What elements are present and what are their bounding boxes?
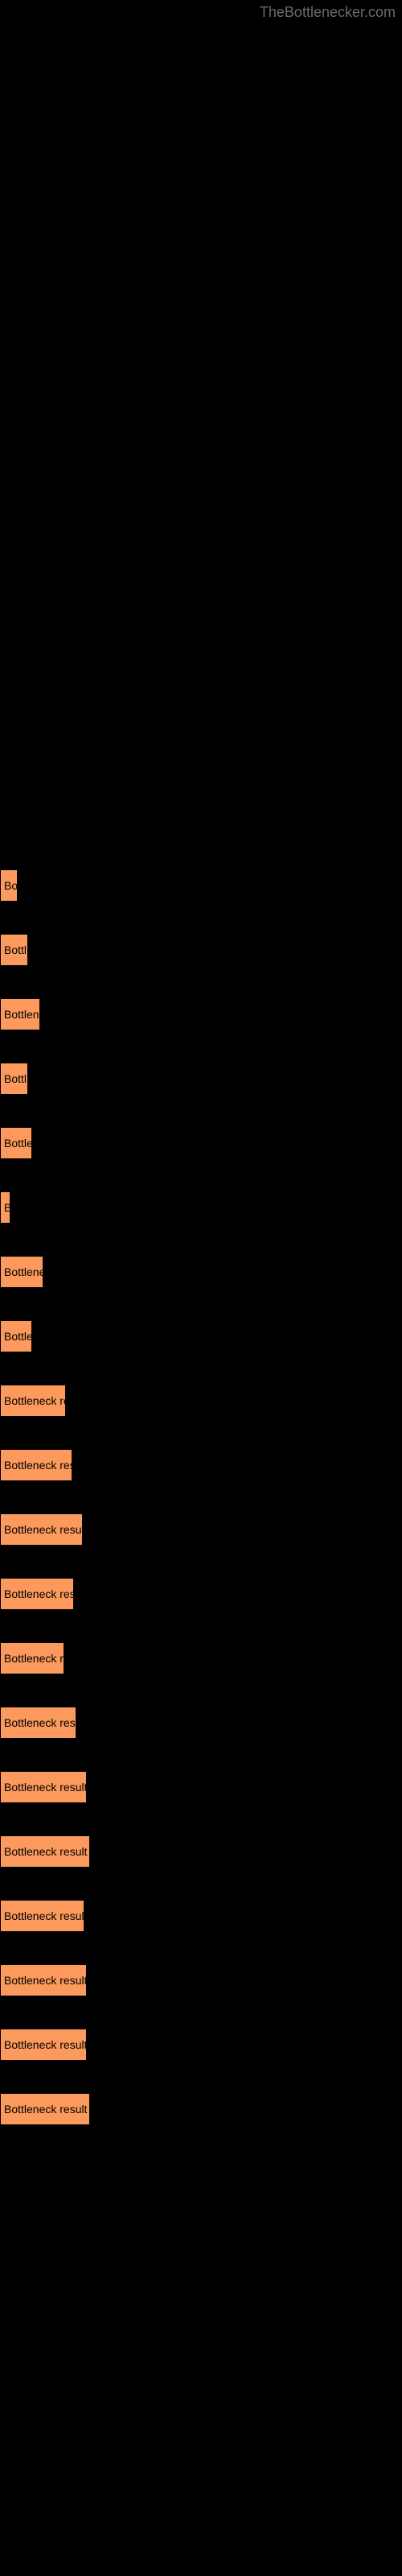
bar-row: Bottleneck result <box>0 1513 402 1546</box>
bar-label: Bo <box>4 879 18 892</box>
bar-row: Bottlene <box>0 998 402 1030</box>
bar-row: Bottleneck resu <box>0 1707 402 1739</box>
bar: Bottleneck resu <box>0 1707 76 1739</box>
bar-label: Bottleneck res <box>4 1587 75 1600</box>
bar: Bottleneck result <box>0 1964 87 1996</box>
bar: Bottleneck r <box>0 1642 64 1674</box>
bar-label: Bottleneck result <box>4 2103 88 2116</box>
bar: Bottleneck result <box>0 1835 90 1868</box>
bar-label: Bottleneck result <box>4 1974 88 1987</box>
bar-label: Bottleneck result <box>4 1523 84 1536</box>
bar-row: Bottle <box>0 1320 402 1352</box>
bar: Bo <box>0 869 18 902</box>
bar-label: B <box>4 1201 11 1214</box>
bar-label: Bottleneck resu <box>4 1716 77 1729</box>
bar: Bottleneck result <box>0 2029 87 2061</box>
bar-row: Bottleneck res <box>0 1449 402 1481</box>
bar-row: B <box>0 1191 402 1224</box>
bar: Bottl <box>0 1063 28 1095</box>
bar-label: Bottleneck r <box>4 1652 64 1665</box>
bar-row: Bottleneck result <box>0 1835 402 1868</box>
bar-row: Bottleneck re <box>0 1385 402 1417</box>
bar-label: Bottleneck result <box>4 1781 88 1794</box>
bar-label: Bottleneck res <box>4 1459 73 1472</box>
bar-row: Bottl <box>0 1063 402 1095</box>
bar: Bottleneck res <box>0 1578 74 1610</box>
bar: Bottleneck result <box>0 2093 90 2125</box>
bar-row: Bottl <box>0 934 402 966</box>
bar-label: Bottle <box>4 1137 33 1150</box>
bar-row: Bottleneck result <box>0 2029 402 2061</box>
bar: Bottleneck result <box>0 1900 84 1932</box>
bar-row: Bottleneck r <box>0 1642 402 1674</box>
bar-label: Bottleneck result <box>4 1909 85 1922</box>
bar-label: Bottle <box>4 1330 33 1343</box>
bar: Bottleneck re <box>0 1385 66 1417</box>
bar: Bottlene <box>0 1256 43 1288</box>
bar: Bottl <box>0 934 28 966</box>
bar-label: Bottleneck result <box>4 1845 88 1858</box>
bar: Bottleneck result <box>0 1771 87 1803</box>
bar-row: Bottlene <box>0 1256 402 1288</box>
bar: B <box>0 1191 10 1224</box>
bar: Bottle <box>0 1320 32 1352</box>
bar-row: Bottleneck result <box>0 1900 402 1932</box>
bar: Bottlene <box>0 998 40 1030</box>
bar-row: Bo <box>0 869 402 902</box>
bar-row: Bottle <box>0 1127 402 1159</box>
bar-row: Bottleneck result <box>0 1964 402 1996</box>
bar-row: Bottleneck result <box>0 2093 402 2125</box>
bar: Bottleneck result <box>0 1513 83 1546</box>
bar: Bottle <box>0 1127 32 1159</box>
bar-label: Bottl <box>4 943 27 956</box>
bar-label: Bottl <box>4 1072 27 1085</box>
bar-label: Bottleneck re <box>4 1394 67 1407</box>
bar-chart: Bo Bottl Bottlene Bottl Bottle B Bottlene Bottl… <box>0 0 402 2125</box>
bar: Bottleneck res <box>0 1449 72 1481</box>
bar-label: Bottlene <box>4 1265 44 1278</box>
bar-label: Bottlene <box>4 1008 41 1021</box>
bar-row: Bottleneck res <box>0 1578 402 1610</box>
bar-row: Bottleneck result <box>0 1771 402 1803</box>
bar-label: Bottleneck result <box>4 2038 88 2051</box>
